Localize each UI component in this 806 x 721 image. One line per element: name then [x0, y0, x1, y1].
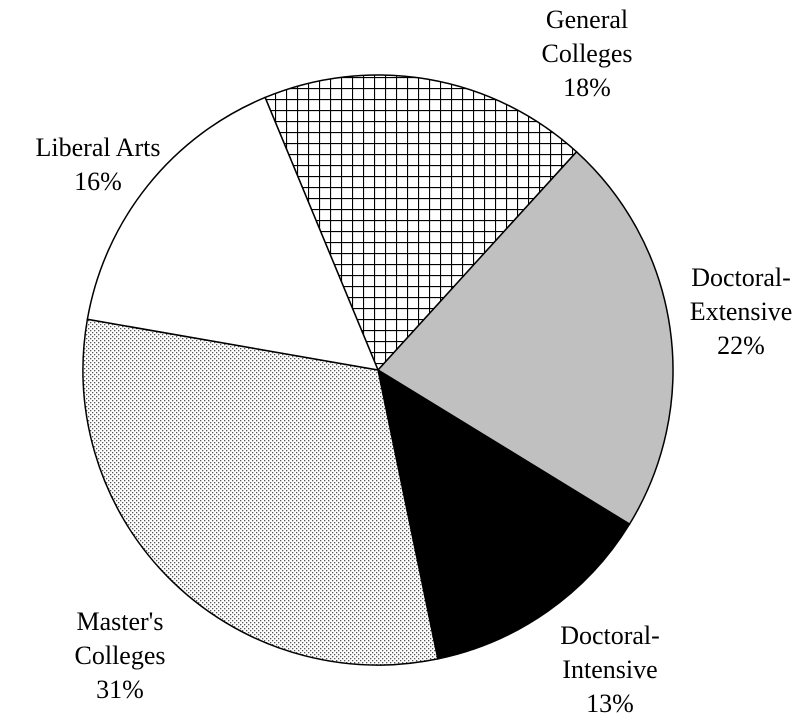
- value-label: 16%: [74, 167, 122, 196]
- slice-label: Doctoral-Extensive 22%: [671, 261, 806, 363]
- category-label: Master's Colleges: [74, 607, 166, 670]
- category-label: Liberal Arts: [35, 133, 161, 162]
- pie-slice: [376, 150, 674, 526]
- value-label: 18%: [563, 73, 611, 102]
- value-label: 31%: [96, 675, 144, 704]
- value-label: 22%: [717, 331, 765, 360]
- category-label: Doctoral-Intensive: [560, 621, 660, 684]
- pie-slice: [376, 368, 631, 660]
- category-label: General Colleges: [541, 5, 633, 68]
- pie-slice: [82, 318, 439, 666]
- pie-slice: [86, 96, 380, 371]
- category-label: Doctoral-Extensive: [689, 263, 793, 326]
- slice-label: Doctoral-Intensive 13%: [540, 619, 680, 721]
- slice-label: Master's Colleges 31%: [55, 605, 185, 707]
- slice-label: Liberal Arts 16%: [0, 131, 198, 199]
- value-label: 13%: [586, 689, 634, 718]
- pie-slice: [264, 74, 578, 372]
- slice-label: General Colleges 18%: [522, 3, 652, 105]
